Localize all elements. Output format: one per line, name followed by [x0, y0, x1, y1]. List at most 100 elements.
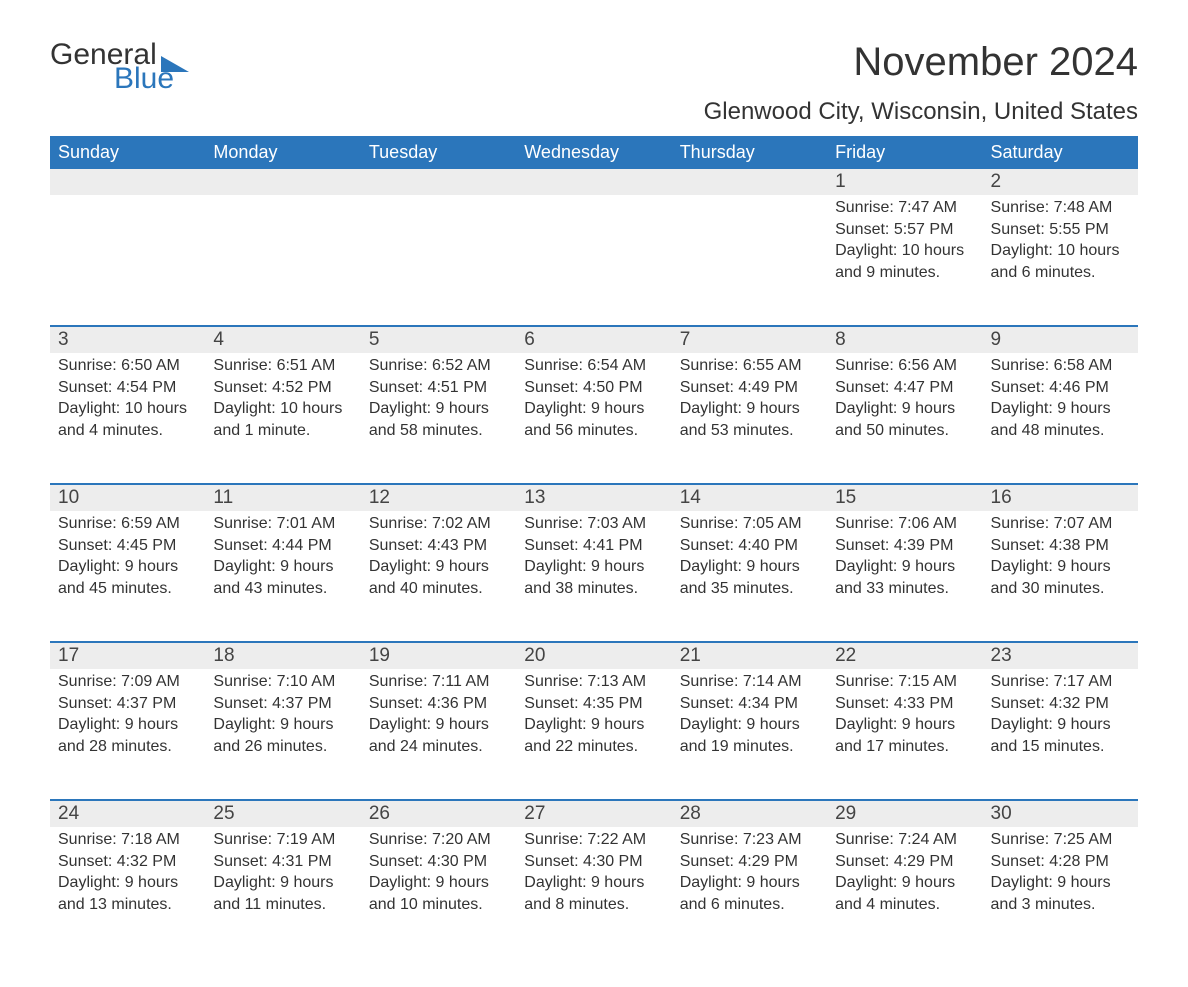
date-number: 6 — [516, 327, 671, 353]
day-cell: Sunrise: 7:03 AMSunset: 4:41 PMDaylight:… — [516, 511, 671, 641]
logo-text-2: Blue — [114, 64, 189, 94]
day-cell — [50, 195, 205, 325]
date-number: 27 — [516, 801, 671, 827]
date-number-row: 12 — [50, 169, 1138, 195]
daylight-line: Daylight: 10 hours and 9 minutes. — [835, 240, 974, 283]
sunrise-line: Sunrise: 7:24 AM — [835, 829, 974, 851]
date-number: 7 — [672, 327, 827, 353]
date-number: 3 — [50, 327, 205, 353]
date-number: 14 — [672, 485, 827, 511]
logo: General Blue — [50, 40, 189, 94]
sunset-line: Sunset: 5:55 PM — [991, 219, 1130, 241]
day-cell: Sunrise: 6:51 AMSunset: 4:52 PMDaylight:… — [205, 353, 360, 483]
sunset-line: Sunset: 4:36 PM — [369, 693, 508, 715]
date-number: 8 — [827, 327, 982, 353]
date-number: 25 — [205, 801, 360, 827]
date-number: 29 — [827, 801, 982, 827]
daylight-line: Daylight: 9 hours and 8 minutes. — [524, 872, 663, 915]
week-detail-row: Sunrise: 6:59 AMSunset: 4:45 PMDaylight:… — [50, 511, 1138, 641]
sunrise-line: Sunrise: 6:51 AM — [213, 355, 352, 377]
daylight-line: Daylight: 9 hours and 38 minutes. — [524, 556, 663, 599]
sunset-line: Sunset: 4:43 PM — [369, 535, 508, 557]
day-cell — [672, 195, 827, 325]
daylight-line: Daylight: 9 hours and 45 minutes. — [58, 556, 197, 599]
date-number: 19 — [361, 643, 516, 669]
sunrise-line: Sunrise: 7:10 AM — [213, 671, 352, 693]
sunset-line: Sunset: 4:30 PM — [524, 851, 663, 873]
sunrise-line: Sunrise: 7:07 AM — [991, 513, 1130, 535]
location-subtitle: Glenwood City, Wisconsin, United States — [50, 98, 1138, 126]
sunset-line: Sunset: 4:45 PM — [58, 535, 197, 557]
daylight-line: Daylight: 9 hours and 26 minutes. — [213, 714, 352, 757]
day-cell: Sunrise: 7:07 AMSunset: 4:38 PMDaylight:… — [983, 511, 1138, 641]
sunrise-line: Sunrise: 7:17 AM — [991, 671, 1130, 693]
day-cell — [205, 195, 360, 325]
sunrise-line: Sunrise: 7:20 AM — [369, 829, 508, 851]
day-cell: Sunrise: 7:23 AMSunset: 4:29 PMDaylight:… — [672, 827, 827, 957]
sunset-line: Sunset: 4:49 PM — [680, 377, 819, 399]
sunset-line: Sunset: 4:47 PM — [835, 377, 974, 399]
daylight-line: Daylight: 9 hours and 15 minutes. — [991, 714, 1130, 757]
daylight-line: Daylight: 9 hours and 48 minutes. — [991, 398, 1130, 441]
day-cell: Sunrise: 7:10 AMSunset: 4:37 PMDaylight:… — [205, 669, 360, 799]
sunset-line: Sunset: 4:54 PM — [58, 377, 197, 399]
sunrise-line: Sunrise: 6:59 AM — [58, 513, 197, 535]
sunset-line: Sunset: 4:28 PM — [991, 851, 1130, 873]
sunrise-line: Sunrise: 7:02 AM — [369, 513, 508, 535]
daylight-line: Daylight: 9 hours and 43 minutes. — [213, 556, 352, 599]
sunrise-line: Sunrise: 7:11 AM — [369, 671, 508, 693]
sunrise-line: Sunrise: 6:56 AM — [835, 355, 974, 377]
date-number: 30 — [983, 801, 1138, 827]
date-number — [361, 169, 516, 195]
date-number: 17 — [50, 643, 205, 669]
date-number: 15 — [827, 485, 982, 511]
daylight-line: Daylight: 9 hours and 17 minutes. — [835, 714, 974, 757]
day-cell: Sunrise: 7:15 AMSunset: 4:33 PMDaylight:… — [827, 669, 982, 799]
daylight-line: Daylight: 9 hours and 19 minutes. — [680, 714, 819, 757]
day-cell: Sunrise: 6:55 AMSunset: 4:49 PMDaylight:… — [672, 353, 827, 483]
sunset-line: Sunset: 5:57 PM — [835, 219, 974, 241]
sunset-line: Sunset: 4:29 PM — [835, 851, 974, 873]
date-number: 13 — [516, 485, 671, 511]
date-number — [516, 169, 671, 195]
date-number: 21 — [672, 643, 827, 669]
date-number: 9 — [983, 327, 1138, 353]
weekday-header: Tuesday — [361, 136, 516, 169]
day-cell: Sunrise: 6:58 AMSunset: 4:46 PMDaylight:… — [983, 353, 1138, 483]
day-cell: Sunrise: 7:02 AMSunset: 4:43 PMDaylight:… — [361, 511, 516, 641]
day-cell: Sunrise: 7:05 AMSunset: 4:40 PMDaylight:… — [672, 511, 827, 641]
page: General Blue November 2024 Glenwood City… — [0, 0, 1188, 987]
sunset-line: Sunset: 4:29 PM — [680, 851, 819, 873]
daylight-line: Daylight: 9 hours and 40 minutes. — [369, 556, 508, 599]
header-bar: General Blue November 2024 — [50, 40, 1138, 94]
date-number: 16 — [983, 485, 1138, 511]
calendar: SundayMondayTuesdayWednesdayThursdayFrid… — [50, 136, 1138, 957]
date-number: 1 — [827, 169, 982, 195]
day-cell: Sunrise: 7:09 AMSunset: 4:37 PMDaylight:… — [50, 669, 205, 799]
daylight-line: Daylight: 9 hours and 30 minutes. — [991, 556, 1130, 599]
date-number — [50, 169, 205, 195]
sunset-line: Sunset: 4:44 PM — [213, 535, 352, 557]
sunrise-line: Sunrise: 7:09 AM — [58, 671, 197, 693]
sunrise-line: Sunrise: 6:50 AM — [58, 355, 197, 377]
sunrise-line: Sunrise: 7:47 AM — [835, 197, 974, 219]
day-cell: Sunrise: 7:22 AMSunset: 4:30 PMDaylight:… — [516, 827, 671, 957]
day-cell — [361, 195, 516, 325]
daylight-line: Daylight: 9 hours and 53 minutes. — [680, 398, 819, 441]
sunset-line: Sunset: 4:46 PM — [991, 377, 1130, 399]
date-number: 12 — [361, 485, 516, 511]
date-number-row: 17181920212223 — [50, 643, 1138, 669]
date-number: 20 — [516, 643, 671, 669]
sunset-line: Sunset: 4:50 PM — [524, 377, 663, 399]
weeks-container: 12Sunrise: 7:47 AMSunset: 5:57 PMDayligh… — [50, 169, 1138, 957]
date-number: 11 — [205, 485, 360, 511]
daylight-line: Daylight: 9 hours and 24 minutes. — [369, 714, 508, 757]
sunset-line: Sunset: 4:41 PM — [524, 535, 663, 557]
sunrise-line: Sunrise: 7:19 AM — [213, 829, 352, 851]
date-number: 28 — [672, 801, 827, 827]
sunset-line: Sunset: 4:40 PM — [680, 535, 819, 557]
sunrise-line: Sunrise: 6:54 AM — [524, 355, 663, 377]
date-number-row: 24252627282930 — [50, 801, 1138, 827]
sunrise-line: Sunrise: 7:48 AM — [991, 197, 1130, 219]
date-number: 23 — [983, 643, 1138, 669]
